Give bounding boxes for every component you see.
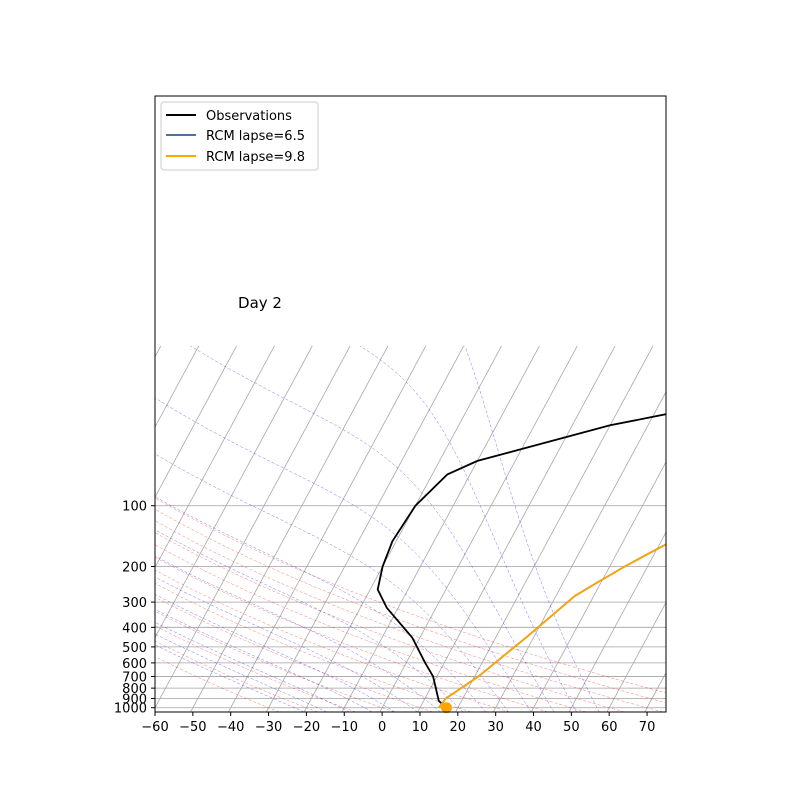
x-tick-label: 40: [525, 720, 542, 735]
moist-adiabat-line: [155, 621, 350, 712]
y-tick-label: 300: [122, 596, 147, 611]
moist-adiabat-line: [155, 453, 509, 712]
legend-label-rcm-65: RCM lapse=6.5: [206, 129, 305, 144]
dry-adiabat-line: [155, 544, 587, 712]
isotherm-line: [303, 345, 502, 712]
legend-entry-rcm-65: RCM lapse=6.5: [166, 129, 305, 144]
surface-marker-point: [440, 702, 452, 714]
dry-adiabat-line: [155, 625, 356, 712]
x-tick-label: 0: [378, 720, 386, 735]
isotherm-line: [155, 345, 237, 498]
x-tick-label: 60: [601, 720, 618, 735]
marker-layer: [440, 702, 452, 714]
y-tick-label: 500: [122, 641, 147, 656]
isotherm-line: [190, 345, 389, 712]
isotherm-line: [155, 345, 200, 428]
isotherm-line: [455, 345, 654, 712]
moist-adiabat-line: [155, 576, 418, 712]
isotherm-line: [606, 601, 666, 712]
plot-frame: [154, 95, 667, 713]
isotherm-line: [155, 345, 275, 569]
dry-adiabat-line: [155, 532, 625, 712]
isotherm-line: [265, 345, 465, 712]
y-tick-label: 900: [122, 692, 147, 707]
x-tick-label: 10: [412, 720, 429, 735]
x-tick-label: 70: [639, 720, 656, 735]
dry-adiabat-line: [155, 583, 472, 712]
axes: −60 −50 −40 −30 −20 −10 0 10 20 30 40 50 60 70 100 200 3…: [114, 500, 655, 735]
day-annotation: Day 2: [238, 294, 282, 312]
legend-label-observations: Observations: [206, 109, 292, 124]
legend-box: [160, 101, 319, 171]
series-line-observations: [376, 413, 666, 709]
y-tick-label: 700: [122, 670, 147, 685]
moist-adiabat-line: [464, 345, 600, 712]
x-tick-label: −50: [179, 720, 206, 735]
legend-entry-rcm-98: RCM lapse=9.8: [166, 150, 305, 165]
dry-adiabat-line: [155, 497, 666, 694]
y-tick-label: 600: [122, 657, 147, 672]
legend-label-rcm-98: RCM lapse=9.8: [206, 150, 305, 165]
dry-adiabat-line: [155, 569, 510, 712]
isotherm-line: [530, 461, 666, 712]
background-lines: [155, 345, 666, 712]
x-tick-label: 20: [450, 720, 467, 735]
x-tick-label: 50: [563, 720, 580, 735]
moist-adiabat-line: [190, 345, 555, 712]
x-tick-label: −60: [141, 720, 168, 735]
y-tick-label: 800: [122, 682, 147, 697]
legend: Observations RCM lapse=6.5 RCM lapse=9.8: [160, 101, 319, 171]
x-tick-label: −30: [255, 720, 282, 735]
moist-adiabat-line: [155, 397, 532, 712]
x-tick-label: −20: [293, 720, 320, 735]
legend-entry-observations: Observations: [166, 109, 292, 124]
dry-adiabat-line: [155, 610, 395, 712]
series-layer: [376, 413, 666, 709]
isotherm-line: [379, 345, 578, 712]
x-tick-label: 30: [487, 720, 504, 735]
y-tick-label: 100: [122, 500, 147, 515]
isotherm-line: [155, 345, 313, 639]
isotherm-line: [155, 345, 351, 709]
y-tick-label: 200: [122, 561, 147, 576]
dry-adiabat-line: [155, 508, 666, 703]
isotherm-line: [341, 345, 540, 712]
y-tick-label: 400: [122, 621, 147, 636]
y-tick-label: 1000: [114, 702, 147, 717]
isotherm-line: [417, 345, 616, 712]
dry-adiabat-line: [155, 520, 664, 712]
x-tick-label: −10: [331, 720, 358, 735]
isotherm-line: [493, 391, 666, 712]
series-line-rcm-lapse-9-8: [438, 543, 666, 709]
isotherm-line: [228, 345, 427, 712]
moist-adiabat-line: [359, 345, 577, 712]
moist-adiabat-line: [155, 609, 373, 712]
x-tick-label: −40: [217, 720, 244, 735]
isotherm-line: [568, 531, 666, 712]
